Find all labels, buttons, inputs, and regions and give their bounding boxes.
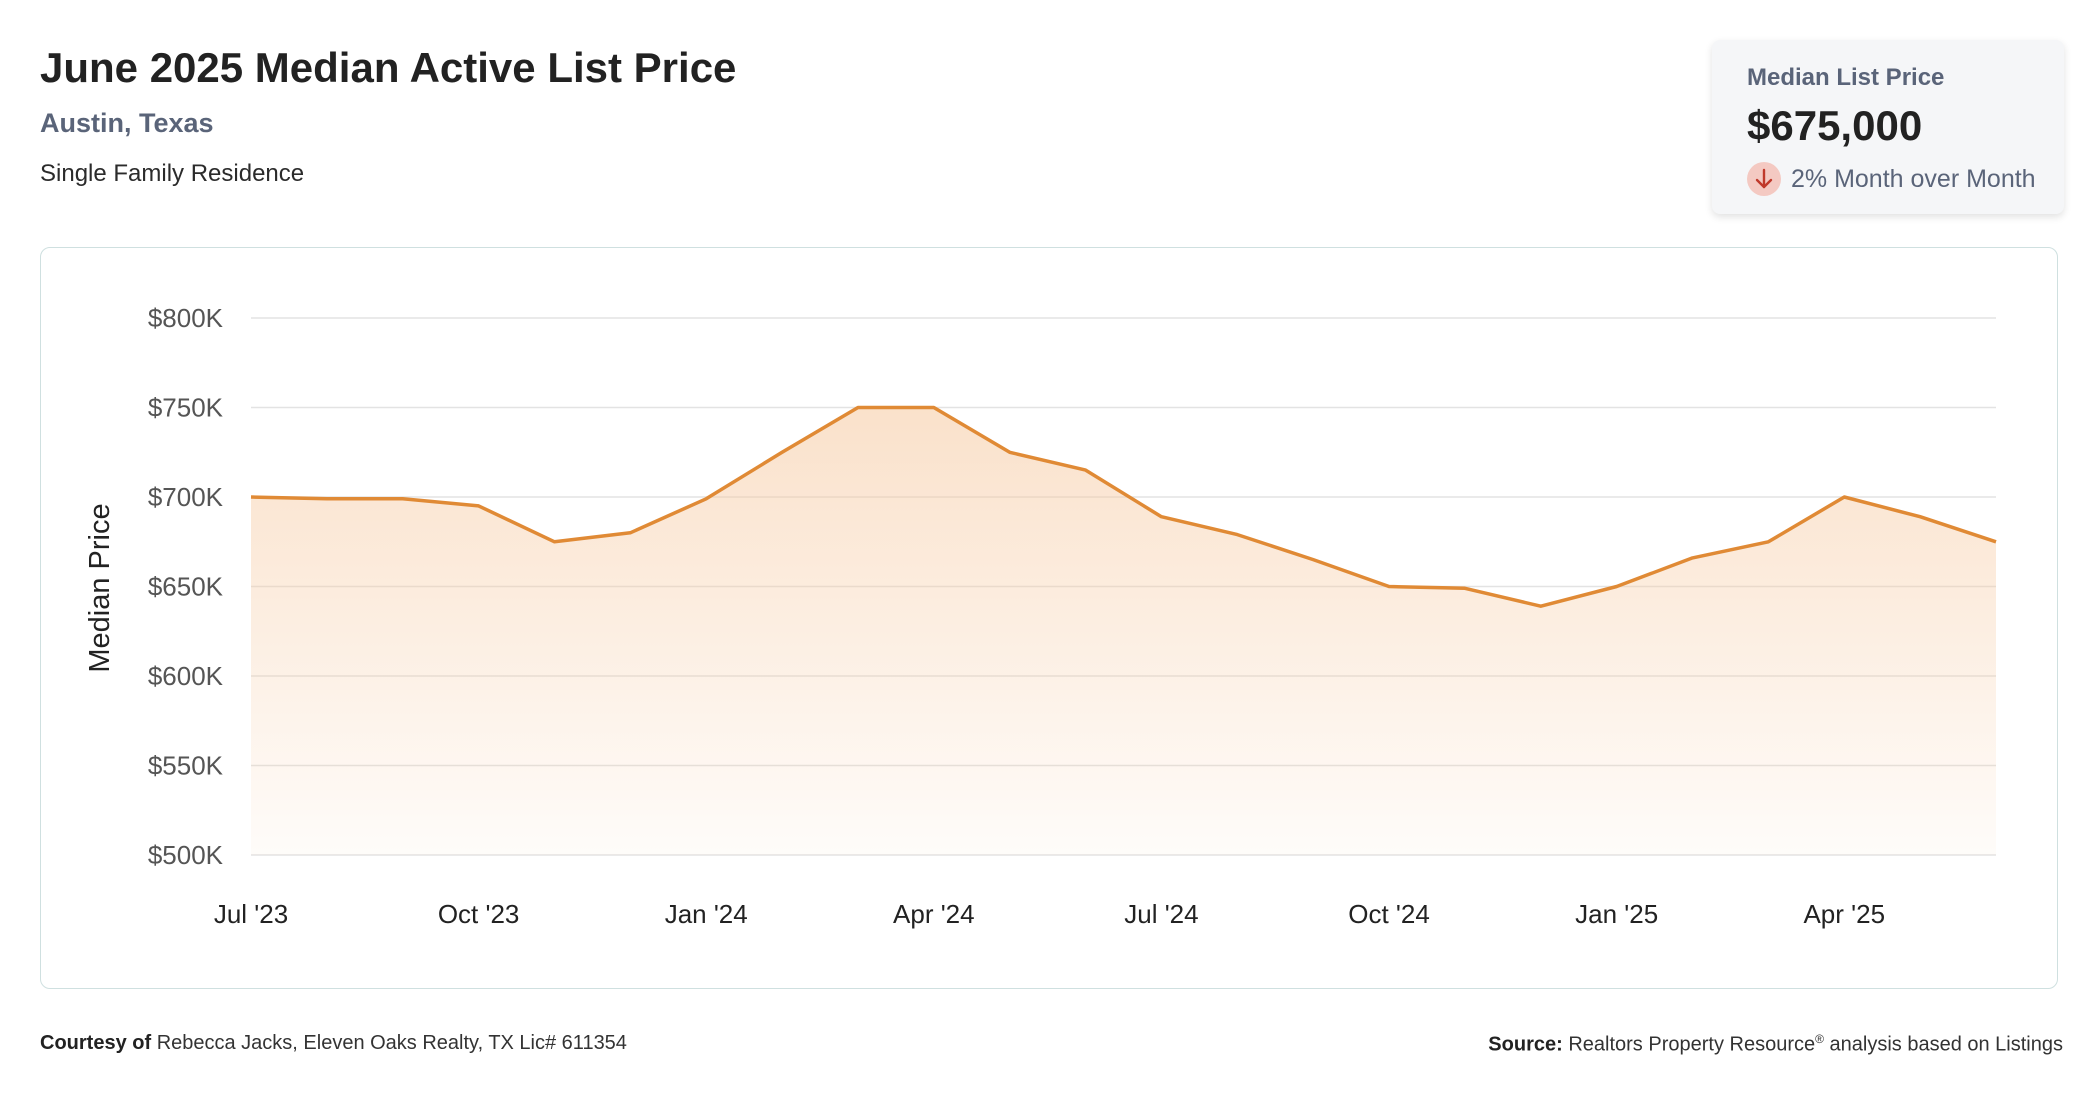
card-value: $675,000: [1747, 102, 1923, 149]
x-tick-label: Jul '24: [1124, 899, 1198, 929]
x-tick-label: Oct '23: [438, 899, 520, 929]
courtesy-label: Courtesy of: [40, 1032, 152, 1054]
series-line: [250, 405, 1997, 608]
y-tick-label: $750K: [148, 393, 224, 423]
card-label: Median List Price: [1747, 64, 1945, 91]
arrow-down-icon: [1747, 162, 1781, 196]
x-tick-label: Apr '25: [1803, 899, 1885, 929]
area-fill: [251, 407, 1996, 855]
median-price-card: Median List Price $675,000 2% Month over…: [1712, 40, 2064, 214]
property-type-label: Single Family Residence: [40, 160, 305, 187]
registered-mark: ®: [1815, 1032, 1824, 1046]
courtesy-footer: Courtesy of Rebecca Jacks, Eleven Oaks R…: [40, 1032, 627, 1055]
y-tick-label: $500K: [148, 840, 224, 870]
median-price-line: [250, 405, 1997, 608]
chart-container: $500K $550K $600K $650K $700K $750K $800K Jul …: [40, 247, 2058, 989]
x-tick-label: Jan '24: [665, 899, 748, 929]
y-tick-label: $600K: [148, 661, 224, 691]
x-tick-label: Apr '24: [893, 899, 975, 929]
y-tick-label: $800K: [148, 303, 224, 333]
source-label: Source:: [1488, 1033, 1563, 1056]
source-text: Realtors Property Resource: [1568, 1033, 1816, 1056]
x-tick-label: Jul '23: [214, 899, 288, 929]
y-axis: $500K $550K $600K $650K $700K $750K $800K: [148, 303, 224, 870]
y-axis-label: Median Price: [84, 503, 116, 672]
card-change: 2% Month over Month: [1747, 162, 2036, 196]
y-tick-label: $650K: [148, 572, 224, 602]
price-chart: $500K $550K $600K $650K $700K $750K $800K Jul …: [84, 303, 1997, 929]
area-path: [251, 407, 1996, 855]
x-tick-label: Oct '24: [1348, 899, 1430, 929]
courtesy-text: Rebecca Jacks, Eleven Oaks Realty, TX Li…: [156, 1032, 627, 1054]
x-tick-label: Jan '25: [1575, 899, 1658, 929]
source-suffix: analysis based on Listings: [1829, 1033, 2063, 1056]
change-text: 2% Month over Month: [1791, 164, 2036, 193]
y-tick-label: $550K: [148, 751, 224, 781]
x-axis: Jul '23 Oct '23 Jan '24 Apr '24 Jul '24 Oct '…: [214, 899, 1885, 929]
location-label: Austin, Texas: [40, 108, 214, 138]
page-title: June 2025 Median Active List Price: [40, 44, 737, 91]
y-tick-label: $700K: [148, 482, 224, 512]
source-footer: Source: Realtors Property Resource® anal…: [1488, 1032, 2063, 1057]
